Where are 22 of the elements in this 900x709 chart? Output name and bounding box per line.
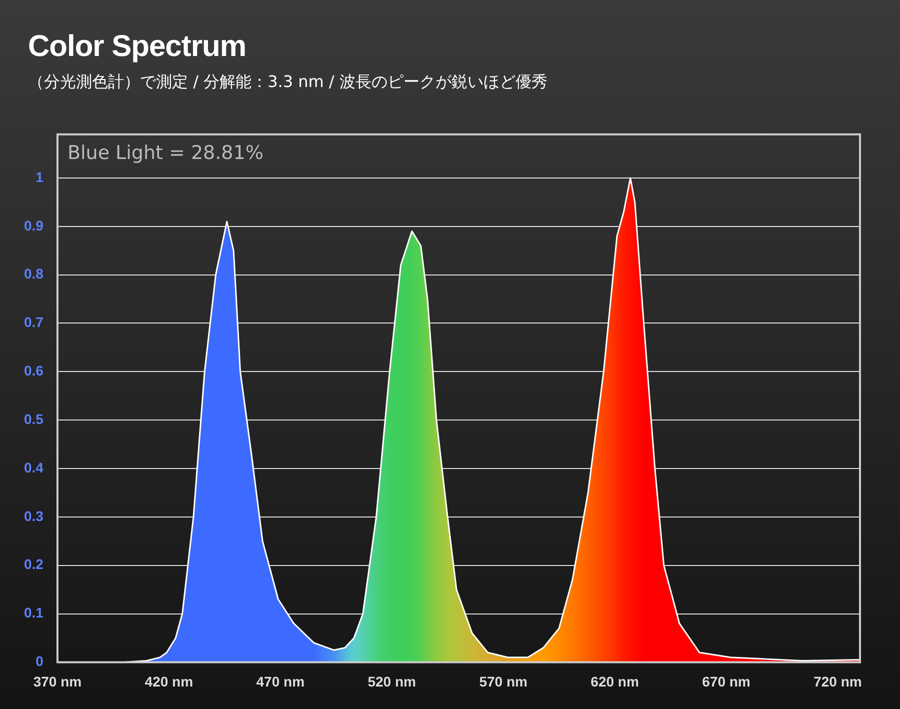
y-tick-label: 1 <box>36 168 44 185</box>
x-tick-label: 620 nm <box>590 673 639 690</box>
x-tick-label: 570 nm <box>479 673 528 690</box>
x-tick-label: 470 nm <box>256 673 305 690</box>
y-tick-label: 0.3 <box>24 508 44 524</box>
x-tick-label: 670 nm <box>702 673 750 690</box>
y-tick-label: 0.4 <box>24 459 44 476</box>
y-tick-label: 0.7 <box>24 314 44 330</box>
x-tick-label: 370 nm <box>33 673 82 690</box>
y-tick-label: 0.1 <box>24 604 44 621</box>
y-tick-label: 0 <box>36 653 44 670</box>
y-tick-label: 0.6 <box>24 362 44 379</box>
chart-subtitle: （分光測色計）で測定 / 分解能：3.3 nm / 波長のピークが鋭いほど優秀 <box>28 72 548 93</box>
x-tick-label: 420 nm <box>144 673 194 690</box>
x-tick-label: 520 nm <box>368 673 416 690</box>
y-tick-label: 0.5 <box>24 410 44 427</box>
annotation: Blue Light = 28.81% <box>67 142 264 164</box>
y-tick-label: 0.2 <box>24 556 44 572</box>
x-tick-label: 720 nm <box>814 673 862 690</box>
y-tick-label: 0.8 <box>24 266 44 282</box>
y-tick-label: 0.9 <box>24 217 44 234</box>
chart-title: Color Spectrum <box>28 30 246 64</box>
